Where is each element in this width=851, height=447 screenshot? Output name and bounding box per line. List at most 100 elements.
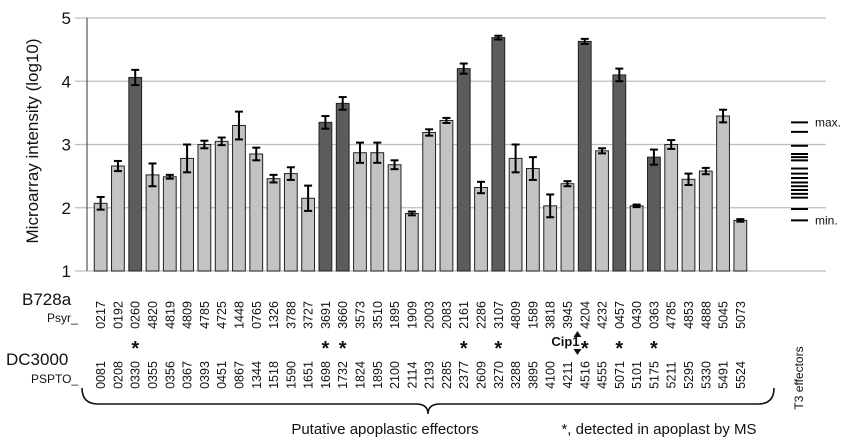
dc3000-label: 0208 [111,361,125,389]
bar-5073 [733,219,748,272]
bar-3691 [318,121,333,272]
b728a-label: 3510 [371,301,385,329]
b728a-label: 4819 [163,301,177,329]
dc3000-label: 2609 [475,361,489,389]
y-axis-label: Microarray intensity (log10) [23,38,42,243]
bar-1589 [525,168,540,272]
dc3000-label: 5524 [734,361,748,389]
b728a-label: 3945 [561,301,575,329]
y-tick-label: 3 [62,136,71,155]
cip1-label: Cip1 [551,334,579,349]
t3-effectors-label: T3 effectors [792,346,806,409]
dc3000-label: 5211 [665,362,679,389]
b728a-label: 5073 [734,301,748,329]
bar-4204 [577,40,592,272]
bar-4232 [595,150,609,272]
b728a-label: 0457 [613,301,627,329]
dc3000-label: 2285 [440,361,454,389]
dc3000-label: 5295 [682,361,696,389]
b728a-label: 2161 [457,301,471,329]
b728a-label: 0430 [630,301,644,329]
b728a-label: 4204 [578,301,592,329]
dc3000-label: 4555 [596,361,610,389]
dc3000-label: 1732 [336,361,350,389]
b728a-label: 2083 [440,301,454,329]
b728a-label: 4853 [682,301,696,329]
ms-star: * [615,338,623,360]
dc3000-label: 1651 [302,361,316,389]
row-title-b728a: B728a [22,290,72,309]
min-label: min. [815,213,838,227]
b728a-label: 0217 [94,301,108,329]
b728a-label: 4888 [699,301,713,329]
b728a-label: 4809 [509,301,523,329]
bar-1326 [266,178,281,272]
dc3000-label: 0393 [198,361,212,389]
b728a-label: 3660 [336,301,350,329]
bar-3573 [353,152,367,272]
y-tick-label: 2 [62,199,71,218]
ms-star: * [322,338,330,360]
bar-2083 [439,119,454,272]
dc3000-label: 5101 [630,361,644,389]
b728a-label: 4809 [181,301,195,329]
ms-detection-note: *, detected in apoplast by MS [561,421,756,438]
b728a-label: 1326 [267,301,281,329]
row-prefix-dc3000: PSPTO_ [31,372,78,386]
b728a-label: 4820 [146,301,160,329]
cip1-arrow-down [573,349,582,355]
dc3000-label: 0367 [181,361,195,389]
bar-0430 [629,205,644,272]
bar-3107 [491,37,506,272]
dc3000-label: 5175 [647,361,661,389]
bar-3510 [370,152,385,272]
ms-star: * [339,338,347,360]
bar-2003 [422,131,437,272]
dc3000-label: 5330 [699,361,713,389]
b728a-label: 3788 [284,301,298,329]
b728a-label: 4785 [198,301,212,329]
dc3000-label: 0867 [232,361,246,389]
dc3000-label: 3895 [526,361,540,389]
bar-4785 [197,144,212,272]
dc3000-label: 1698 [319,361,333,389]
bar-labels: 021700810192020802600330*482003554819035… [94,301,748,389]
ms-star: * [650,338,658,360]
dc3000-label: 2377 [457,361,471,389]
bar-0765 [249,153,264,272]
b728a-label: 3691 [319,301,333,329]
bar-3660 [335,102,350,272]
y-axis: 1 2 3 4 5 [62,9,88,281]
bar-0363 [647,156,661,272]
bar-4725 [214,140,229,272]
putative-effectors-label: Putative apoplastic effectors [291,421,478,438]
bar-2161 [456,68,471,272]
bar-0260 [128,76,143,272]
dc3000-label: 3270 [492,361,506,389]
ms-star: * [494,338,502,360]
b728a-label: 4232 [596,301,610,329]
dc3000-label: 2114 [405,362,419,389]
bar-1448 [232,125,246,272]
bar-4809 [508,157,523,272]
b728a-label: 2003 [423,301,437,329]
bar-1909 [404,212,419,272]
dc3000-label: 0451 [215,361,229,389]
max-label: max. [815,115,841,129]
b728a-label: 2286 [475,301,489,329]
ms-star: * [131,338,139,360]
b728a-label: 3818 [544,301,558,329]
bar-1895 [387,164,402,272]
row-title-dc3000: DC3000 [6,350,68,369]
b728a-label: 1448 [232,301,246,329]
cip1-marker: Cip1 [551,331,582,355]
bar-series [93,34,748,272]
b728a-label: 1589 [526,301,540,329]
b728a-label: 5045 [717,301,731,329]
bar-4853 [681,178,696,272]
dc3000-label: 5071 [613,361,627,389]
bar-4888 [698,170,713,272]
dc3000-label: 2193 [423,361,437,389]
b728a-label: 1909 [405,301,419,329]
